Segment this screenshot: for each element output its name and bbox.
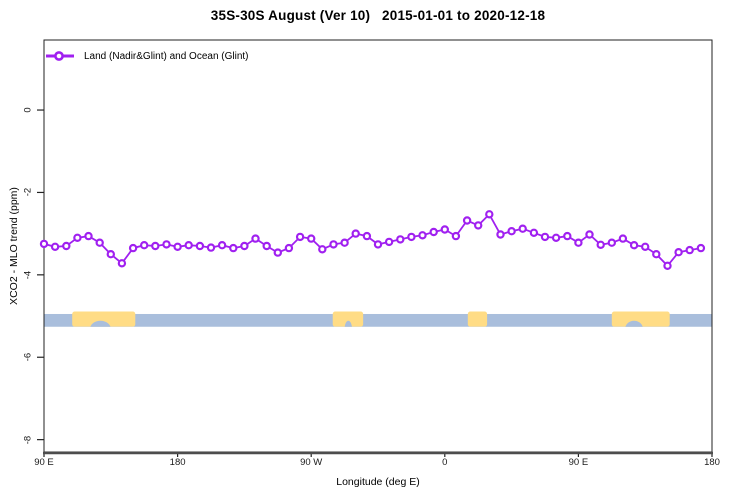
legend-marker-icon	[46, 51, 74, 61]
data-point-marker	[551, 233, 561, 242]
data-point-marker	[217, 240, 227, 250]
x-tick-label: 90 E	[568, 457, 589, 468]
data-point-marker	[262, 241, 271, 251]
data-point-marker	[117, 259, 127, 268]
data-point-marker	[84, 231, 93, 241]
data-point-marker	[162, 240, 171, 249]
coast-notch	[90, 320, 111, 327]
data-point-marker	[629, 240, 639, 250]
ocean-strip	[44, 313, 712, 327]
legend-label: Land (Nadir&Glint) and Ocean (Glint)	[84, 50, 249, 62]
x-tick-label: 90 E	[34, 457, 54, 468]
data-point-marker	[351, 229, 360, 238]
y-tick-label: -4	[22, 270, 34, 280]
data-point-marker	[641, 242, 650, 251]
y-tick-label: -2	[22, 187, 34, 197]
data-point-marker	[507, 226, 516, 236]
data-point-marker	[95, 238, 104, 247]
data-point-marker	[273, 248, 282, 257]
y-axis-title: XCO2 - MLO trend (ppm)	[8, 187, 20, 305]
data-point-marker	[62, 241, 71, 251]
data-point-marker	[396, 235, 405, 244]
data-point-marker	[663, 261, 672, 270]
data-point-marker	[195, 241, 205, 251]
data-point-marker	[652, 249, 661, 259]
data-point-marker	[685, 245, 694, 255]
data-point-marker	[440, 225, 449, 234]
legend: Land (Nadir&Glint) and Ocean (Glint)	[45, 50, 249, 62]
data-point-marker	[618, 234, 628, 243]
data-point-marker	[184, 240, 193, 250]
data-point-marker	[563, 231, 572, 241]
land-patch-australia-wrapped	[611, 311, 670, 327]
data-point-marker	[362, 231, 372, 241]
data-point-marker	[139, 240, 149, 250]
data-point-marker	[229, 243, 238, 253]
data-point-marker	[451, 231, 461, 241]
coast-notch	[344, 320, 352, 327]
data-point-marker	[240, 241, 249, 251]
land-patch-australia	[72, 311, 136, 327]
coast-notch	[625, 320, 643, 327]
data-point-marker	[50, 242, 60, 251]
data-point-marker	[106, 249, 116, 259]
data-point-marker	[496, 230, 505, 239]
data-point-marker	[295, 232, 305, 242]
y-tick-label: -6	[22, 352, 34, 362]
data-point-marker	[462, 216, 472, 225]
land-patches	[72, 311, 670, 327]
y-tick-label: -8	[22, 435, 34, 445]
land-patch-south-america	[332, 311, 364, 327]
data-point-marker	[39, 239, 49, 249]
data-point-marker	[418, 231, 427, 240]
data-point-marker	[540, 232, 550, 242]
data-point-marker	[585, 230, 594, 239]
data-point-marker	[429, 227, 438, 237]
x-tick-label: 0	[442, 457, 448, 468]
data-point-marker	[73, 233, 82, 242]
data-point-marker	[173, 242, 182, 251]
data-point-marker	[340, 238, 349, 247]
data-point-marker	[206, 243, 216, 252]
data-point-marker	[251, 234, 260, 243]
x-axis-title: Longitude (deg E)	[336, 476, 420, 488]
data-point-marker	[607, 238, 617, 247]
data-point-marker	[407, 232, 416, 242]
data-point-marker	[284, 243, 294, 253]
chart-title: 35S-30S August (Ver 10) 2015-01-01 to 20…	[210, 8, 546, 23]
data-point-marker	[373, 240, 383, 249]
data-point-marker	[529, 228, 539, 237]
data-point-marker	[485, 210, 494, 219]
y-tick-label: 0	[22, 107, 34, 113]
data-point-marker	[474, 221, 483, 230]
data-point-marker	[384, 237, 394, 247]
data-point-marker	[518, 224, 527, 233]
data-point-marker	[128, 243, 138, 253]
data-point-marker	[674, 247, 683, 257]
data-point-marker	[696, 243, 706, 253]
data-point-marker	[307, 234, 316, 243]
data-point-marker	[318, 245, 327, 254]
data-point-marker	[574, 238, 583, 247]
data-point-marker	[596, 240, 605, 249]
series-line	[43, 212, 702, 268]
x-tick-label: 180	[169, 457, 186, 468]
land-patch-south-africa	[467, 311, 488, 327]
x-tick-label: 180	[704, 457, 720, 468]
x-tick-label: 90 W	[300, 457, 323, 468]
data-point-marker	[151, 241, 160, 251]
data-point-marker	[329, 240, 338, 249]
